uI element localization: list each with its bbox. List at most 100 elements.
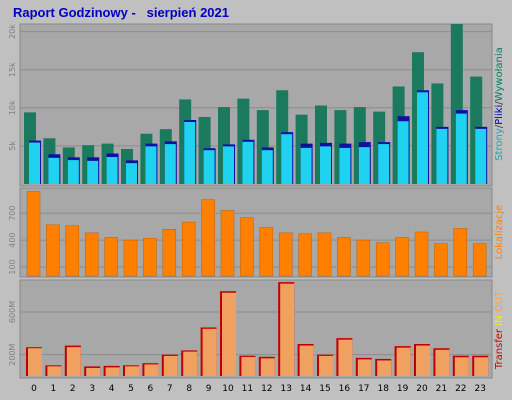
legend-entry: Strony	[494, 128, 505, 161]
bar-out	[105, 367, 120, 376]
x-tick-label: 9	[206, 384, 212, 394]
x-tick-label: 6	[148, 384, 154, 394]
bar-strony	[358, 147, 370, 184]
x-tick-label: 18	[377, 384, 389, 394]
bar-lokalizacje	[201, 199, 215, 277]
x-tick-label: 19	[397, 384, 409, 394]
bar-strony	[29, 142, 40, 184]
bar-lokalizacje	[395, 237, 409, 277]
bar-lokalizacje	[123, 239, 138, 277]
bar-strony	[223, 146, 234, 184]
bar-out	[86, 367, 101, 376]
y-tick-label: 400	[8, 232, 17, 247]
x-tick-label: 5	[128, 384, 134, 394]
bar-strony	[67, 160, 79, 184]
bar-strony	[242, 141, 254, 184]
bar-strony	[397, 121, 409, 184]
bar-strony	[106, 157, 118, 184]
x-tick-label: 3	[89, 384, 95, 394]
legend-separator: /	[494, 101, 505, 105]
bar-lokalizacje	[453, 228, 468, 277]
bar-out	[299, 345, 314, 376]
bar-strony	[378, 144, 390, 184]
bar-strony	[300, 147, 312, 184]
bar-strony	[281, 134, 293, 184]
bar-strony	[164, 144, 176, 184]
bar-lokalizacje	[162, 229, 177, 277]
x-tick-label: 16	[339, 384, 351, 394]
legend-entry: OUT	[494, 290, 505, 312]
bar-lokalizacje	[46, 224, 60, 277]
bar-out	[396, 347, 411, 376]
bar-strony	[87, 160, 99, 184]
bar-lokalizacje	[375, 242, 390, 277]
bar-out	[144, 364, 159, 376]
x-tick-label: 14	[300, 384, 312, 394]
x-tick-label: 10	[222, 384, 234, 394]
y-tick-label: 100	[8, 259, 17, 274]
bar-out	[338, 339, 353, 376]
bar-out	[319, 355, 333, 376]
bar-strony	[475, 128, 487, 184]
bar-lokalizacje	[317, 232, 332, 277]
panel-visits-frame	[19, 187, 493, 278]
x-tick-label: 8	[186, 384, 192, 394]
x-tick-label: 1	[51, 384, 57, 394]
bar-lokalizacje	[65, 225, 80, 277]
bar-out	[241, 356, 256, 376]
x-tick-label: 0	[31, 384, 37, 394]
y-tick-label: 20k	[8, 24, 17, 39]
bar-strony	[145, 146, 157, 184]
bar-lokalizacje	[472, 243, 487, 277]
bar-out	[183, 351, 198, 376]
bar-out	[222, 292, 236, 376]
y-tick-label: 600M	[8, 301, 17, 323]
x-tick-label: 2	[70, 384, 76, 394]
bar-lokalizacje	[337, 237, 351, 277]
bar-strony	[203, 150, 215, 184]
x-tick-label: 4	[109, 384, 115, 394]
x-tick-label: 12	[261, 384, 272, 394]
legend-requests: Strony/Pliki/Wywołania	[494, 47, 505, 161]
x-tick-label: 7	[167, 384, 173, 394]
bar-lokalizacje	[181, 221, 196, 277]
x-tick-label: 11	[242, 384, 253, 394]
bar-lokalizacje	[278, 232, 293, 277]
x-tick-label: 13	[280, 384, 291, 394]
y-tick-label: 5k	[8, 141, 17, 151]
bar-strony	[261, 150, 273, 184]
bar-out	[377, 360, 392, 376]
bar-strony	[184, 122, 196, 184]
bar-out	[280, 283, 295, 376]
x-tick-label: 22	[455, 384, 466, 394]
bar-lokalizacje	[26, 191, 41, 277]
bar-lokalizacje	[356, 239, 371, 277]
bar-strony	[436, 128, 448, 184]
bar-strony	[48, 157, 60, 184]
legend-entry: Lokalizacje	[494, 205, 505, 260]
bar-lokalizacje	[84, 232, 99, 277]
bar-out	[163, 355, 178, 376]
bar-out	[454, 357, 469, 376]
legend-entry: Wywołania	[494, 47, 505, 101]
bar-strony	[417, 92, 428, 184]
bar-lokalizacje	[414, 231, 429, 277]
x-tick-label: 23	[474, 384, 485, 394]
y-tick-label: 15k	[8, 62, 17, 77]
bar-out	[416, 345, 430, 376]
x-tick-label: 17	[358, 384, 369, 394]
bar-strony	[339, 147, 351, 184]
x-tick-label: 15	[319, 384, 330, 394]
y-tick-label: 700	[8, 206, 17, 221]
bar-lokalizacje	[259, 227, 274, 277]
legend-separator: /	[494, 124, 505, 128]
bar-out	[47, 366, 62, 376]
bar-out	[28, 348, 42, 376]
bar-out	[357, 359, 372, 376]
panel-transfer-frame	[19, 279, 493, 379]
bar-out	[66, 347, 81, 376]
y-tick-label: 10k	[8, 100, 17, 115]
